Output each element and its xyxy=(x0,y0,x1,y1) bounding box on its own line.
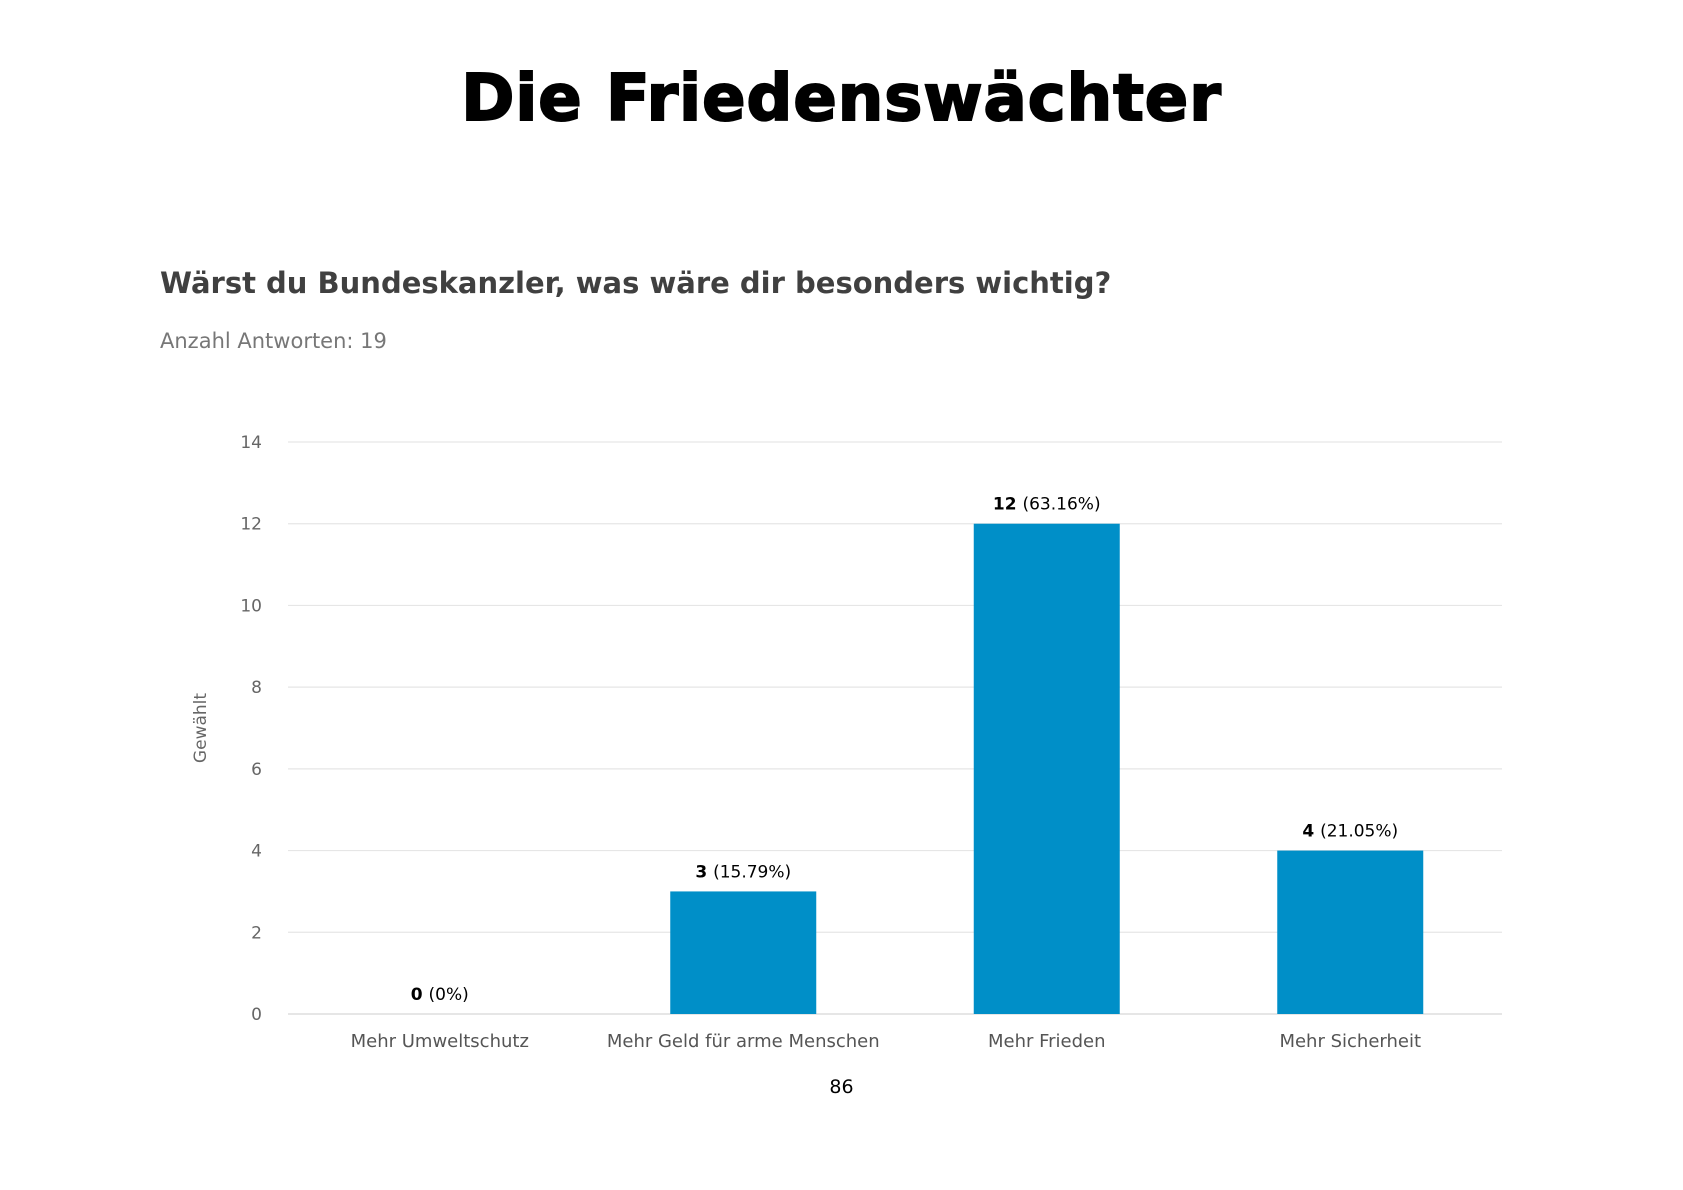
y-tick-label: 0 xyxy=(251,1005,262,1025)
bar xyxy=(973,523,1120,1014)
data-label-percent: (63.16%) xyxy=(1022,495,1100,515)
y-axis-label: Gewählt xyxy=(191,693,211,763)
y-tick-label: 12 xyxy=(240,515,262,535)
page-number: 86 xyxy=(829,1076,854,1098)
x-tick-label: Mehr Geld für arme Menschen xyxy=(607,1031,880,1052)
x-tick-label: Mehr Frieden xyxy=(988,1031,1106,1052)
document-title: Die Friedenswächter xyxy=(460,61,1222,137)
data-label-percent: (15.79%) xyxy=(713,862,791,882)
data-label-count: 3 xyxy=(695,862,713,882)
question-title: Wärst du Bundeskanzler, was wäre dir bes… xyxy=(160,266,1112,300)
y-tick-label: 10 xyxy=(240,596,262,616)
response-count: Anzahl Antworten: 19 xyxy=(160,329,387,353)
data-label: 12 (63.16%) xyxy=(993,495,1101,515)
y-tick-label: 8 xyxy=(251,678,262,698)
x-tick-label: Mehr Umweltschutz xyxy=(351,1031,529,1052)
y-tick-label: 2 xyxy=(251,923,262,943)
x-tick-label: Mehr Sicherheit xyxy=(1279,1031,1421,1052)
y-tick-label: 6 xyxy=(251,760,262,780)
y-tick-label: 4 xyxy=(251,842,262,862)
data-label-count: 0 xyxy=(411,985,429,1005)
data-label-count: 12 xyxy=(993,495,1023,515)
data-label-count: 4 xyxy=(1302,822,1320,842)
data-label: 4 (21.05%) xyxy=(1302,822,1398,842)
bar xyxy=(1277,850,1424,1014)
data-label: 0 (0%) xyxy=(411,985,469,1005)
data-label-percent: (21.05%) xyxy=(1320,822,1398,842)
y-tick-label: 14 xyxy=(240,433,262,453)
data-label: 3 (15.79%) xyxy=(695,862,791,882)
bar xyxy=(670,891,817,1014)
data-label-percent: (0%) xyxy=(429,985,469,1005)
